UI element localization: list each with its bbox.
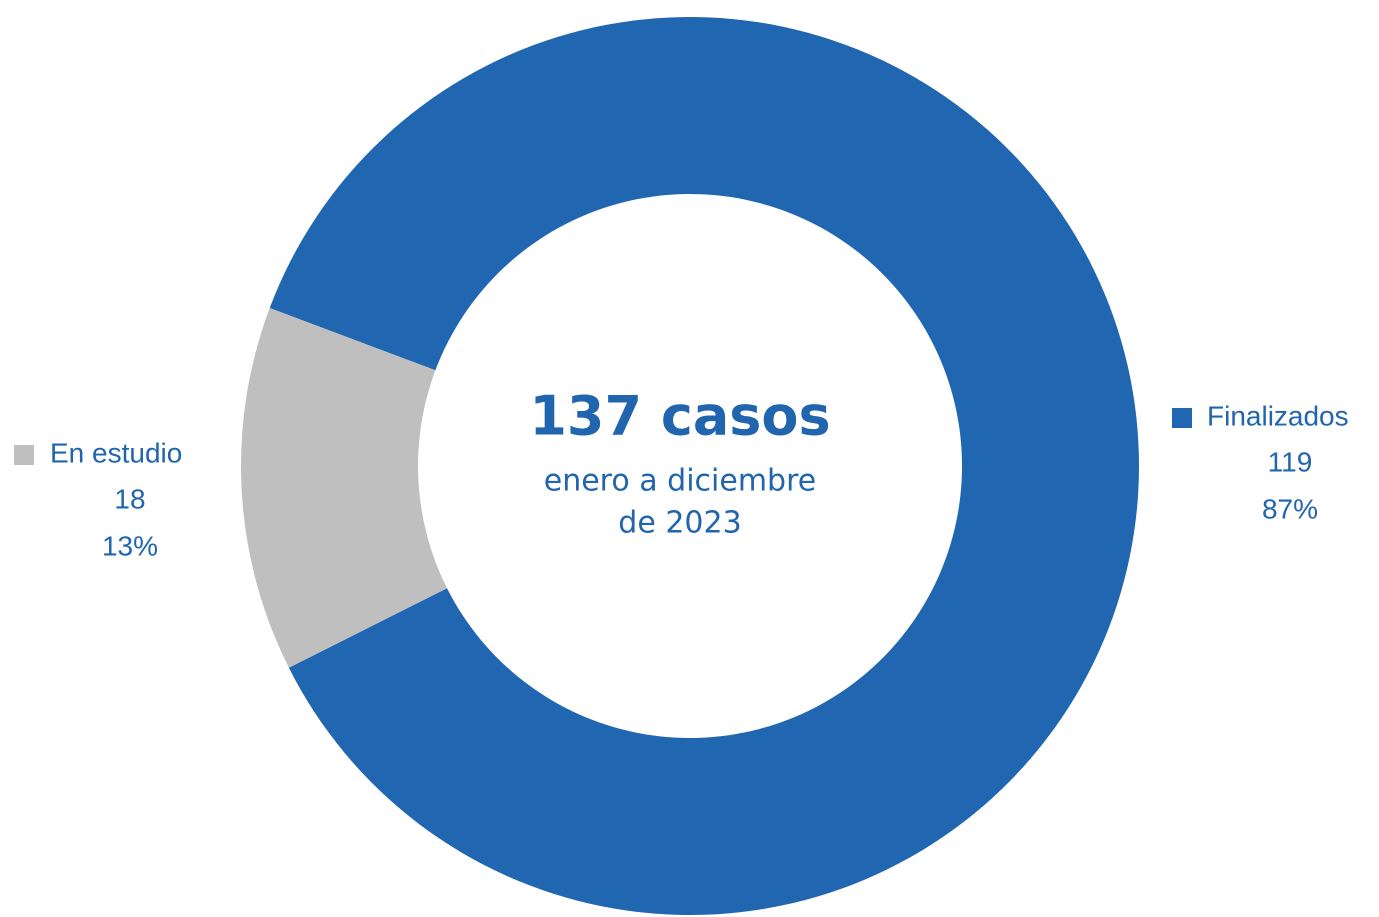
center-subtitle: enero a diciembre bbox=[544, 464, 816, 499]
legend-swatch bbox=[14, 445, 34, 465]
slice bbox=[269, 17, 1140, 916]
value-label: 18 bbox=[114, 483, 145, 514]
percent-label: 13% bbox=[102, 530, 158, 561]
center-title: 137 casos bbox=[529, 385, 830, 448]
slice bbox=[241, 308, 448, 668]
center-subtitle: de 2023 bbox=[618, 506, 741, 541]
value-label: 119 bbox=[1268, 446, 1313, 477]
legend-swatch bbox=[1172, 408, 1192, 428]
legend-label: En estudio bbox=[50, 437, 182, 468]
percent-label: 87% bbox=[1262, 493, 1318, 524]
legend-label: Finalizados bbox=[1207, 400, 1349, 431]
